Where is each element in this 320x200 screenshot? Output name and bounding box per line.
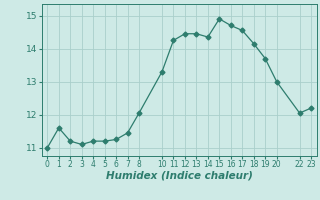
X-axis label: Humidex (Indice chaleur): Humidex (Indice chaleur) [106, 171, 252, 181]
